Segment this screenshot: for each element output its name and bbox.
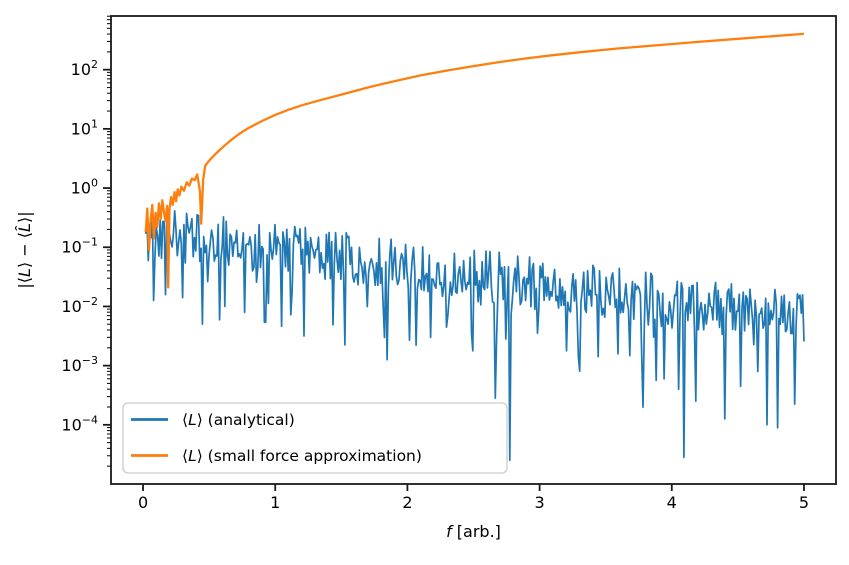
y-tick-label: 10−3: [61, 354, 98, 375]
y-tick-label: 102: [71, 58, 98, 79]
y-axis-major-ticks: [103, 68, 111, 426]
x-tick-label: 4: [667, 493, 677, 512]
y-axis-label: |⟨L⟩ − ⟨L̂⟩|: [15, 211, 34, 288]
y-tick-label: 101: [71, 117, 98, 138]
x-axis-major-ticks: [142, 484, 805, 491]
x-axis-tick-labels: 0 1 2 3 4 5: [138, 493, 809, 512]
x-tick-label: 1: [270, 493, 280, 512]
legend-label-small-force: ⟨L⟩ (small force approximation): [182, 447, 422, 465]
series-small-force-line: [144, 32, 805, 289]
y-tick-label: 10−4: [61, 413, 98, 434]
x-tick-label: 2: [402, 493, 412, 512]
y-tick-label: 10−1: [61, 236, 98, 257]
y-axis-tick-labels: 102 101 100 10−1 10−2 10−3 10−4: [61, 58, 98, 434]
y-tick-label: 10−2: [61, 295, 98, 316]
y-tick-label: 100: [71, 177, 98, 198]
x-tick-label: 5: [799, 493, 809, 512]
x-tick-label: 0: [138, 493, 148, 512]
x-tick-label: 3: [534, 493, 544, 512]
series-analytical-line: [144, 209, 805, 462]
plot-border: [110, 15, 837, 485]
legend: ⟨L⟩ (analytical) ⟨L⟩ (small force approx…: [122, 402, 508, 474]
x-axis-label: f [arb.]: [446, 522, 501, 541]
legend-box: [122, 402, 508, 474]
legend-label-analytical: ⟨L⟩ (analytical): [182, 411, 295, 429]
